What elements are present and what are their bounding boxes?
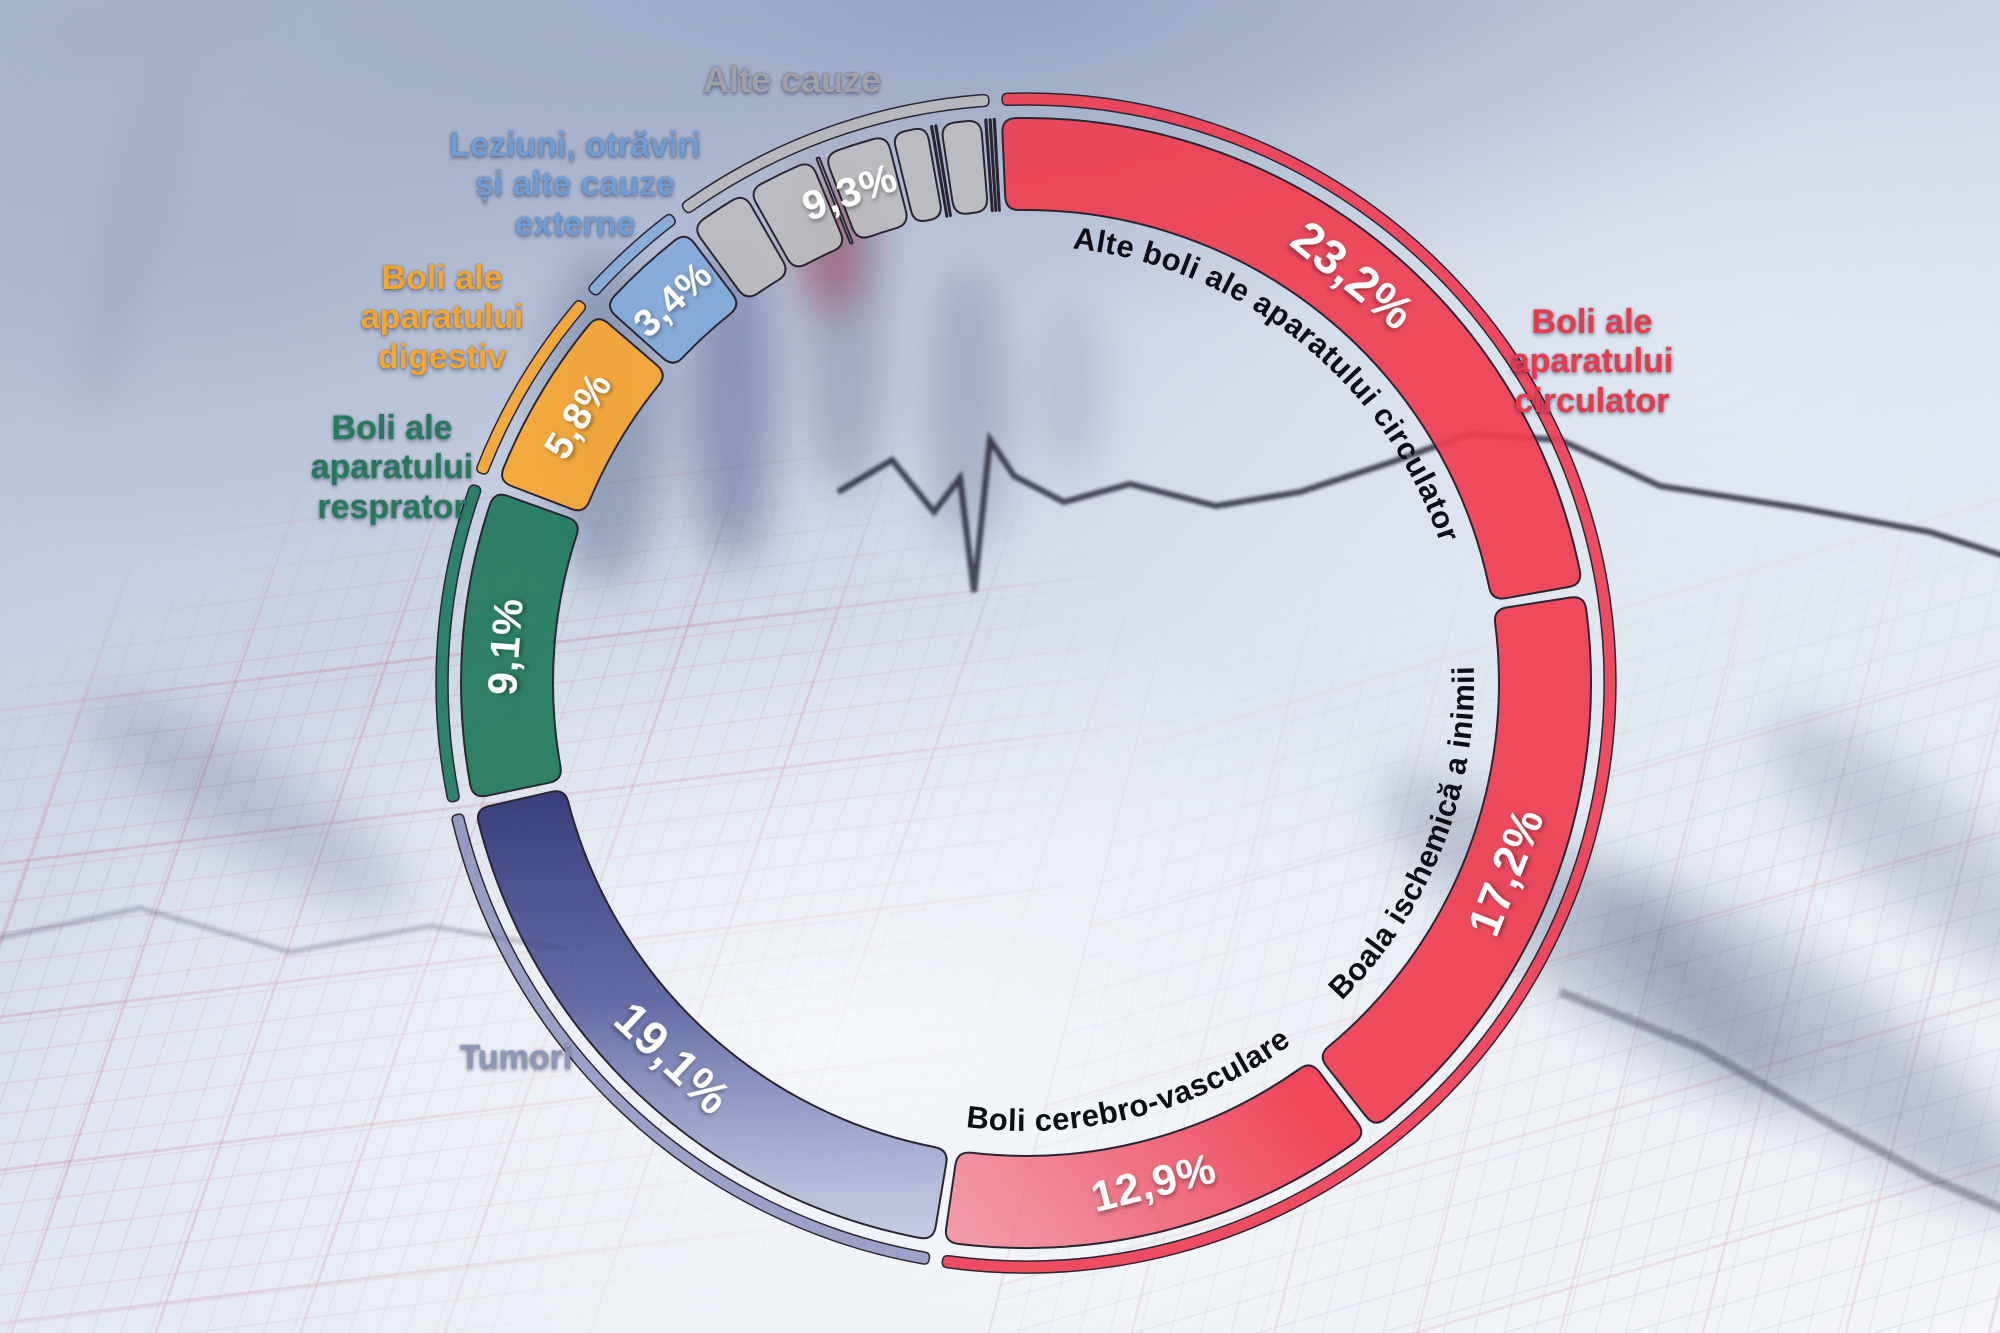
segment-tumori-0 — [477, 790, 948, 1240]
segment-circulator-1 — [1321, 596, 1593, 1124]
group-ring-externe — [588, 213, 676, 296]
chart-group-externe: 3,4% — [588, 213, 738, 364]
segment-alte-2 — [815, 156, 854, 245]
donut-chart-generated: 23,2%Alte boli ale aparatului circulator… — [435, 92, 1617, 1274]
segment-alte-4 — [893, 127, 942, 222]
chart-group-alte: 9,3% — [681, 93, 1001, 298]
group-ring-tumori — [451, 813, 931, 1265]
segment-resprator-0 — [460, 493, 579, 798]
percent-label-resprator-0: 9,1% — [479, 596, 532, 696]
segment-alte-6 — [934, 124, 952, 218]
segment-alte-5 — [929, 124, 949, 218]
segment-alte-3 — [827, 137, 908, 239]
pedestrian-silhouette — [1040, 300, 1100, 480]
segment-alte-1 — [752, 163, 844, 268]
segment-alte-8 — [984, 118, 994, 213]
chart-group-tumori: 19,1% — [451, 790, 948, 1265]
group-ring-digestiv — [476, 300, 587, 475]
segment-digestiv-0 — [501, 318, 664, 512]
segment-alte-0 — [696, 196, 787, 298]
segment-alte-7 — [941, 120, 989, 215]
segment-alte-9 — [988, 118, 998, 213]
ecg-trace — [0, 430, 2000, 1213]
group-ring-circulator — [941, 92, 1617, 1274]
chart-group-circulator: 23,2%Alte boli ale aparatului circulator… — [941, 92, 1617, 1274]
segment-circulator-2 — [944, 1064, 1363, 1249]
pedestrian-silhouette — [925, 265, 1011, 545]
group-ring-resprator — [435, 484, 482, 803]
segment-alte-10 — [992, 117, 1001, 212]
segment-externe-0 — [608, 235, 738, 364]
chart-group-digestiv: 5,8% — [476, 300, 664, 512]
chart-group-resprator: 9,1% — [435, 484, 579, 803]
segment-circulator-0 — [1001, 117, 1582, 600]
group-ring-alte — [681, 93, 990, 214]
